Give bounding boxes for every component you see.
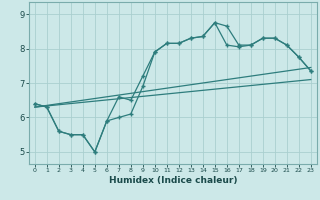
X-axis label: Humidex (Indice chaleur): Humidex (Indice chaleur) [108, 176, 237, 185]
